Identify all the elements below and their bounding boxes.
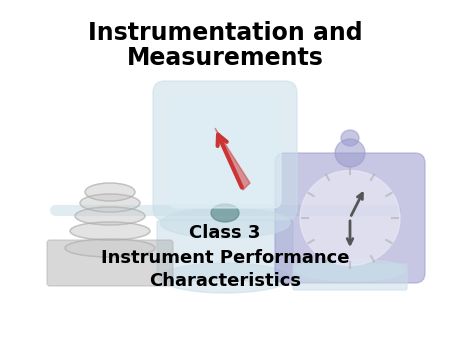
Ellipse shape xyxy=(160,208,290,238)
Text: Instrumentation and: Instrumentation and xyxy=(88,21,362,45)
FancyBboxPatch shape xyxy=(153,81,297,220)
Polygon shape xyxy=(215,128,250,190)
FancyBboxPatch shape xyxy=(275,153,425,283)
Ellipse shape xyxy=(211,204,239,222)
Ellipse shape xyxy=(300,170,400,266)
Text: Class 3: Class 3 xyxy=(189,224,261,242)
FancyBboxPatch shape xyxy=(157,220,293,281)
Ellipse shape xyxy=(65,239,155,257)
Text: Measurements: Measurements xyxy=(126,46,324,70)
Ellipse shape xyxy=(295,259,405,281)
FancyBboxPatch shape xyxy=(293,264,407,290)
Ellipse shape xyxy=(80,194,140,212)
FancyBboxPatch shape xyxy=(169,97,281,208)
Ellipse shape xyxy=(75,207,145,225)
Ellipse shape xyxy=(70,222,150,240)
Text: Characteristics: Characteristics xyxy=(149,272,301,290)
Ellipse shape xyxy=(160,263,290,293)
Text: Instrument Performance: Instrument Performance xyxy=(101,249,349,267)
Ellipse shape xyxy=(85,183,135,201)
Ellipse shape xyxy=(341,130,359,146)
FancyBboxPatch shape xyxy=(47,240,173,286)
Ellipse shape xyxy=(335,139,365,167)
